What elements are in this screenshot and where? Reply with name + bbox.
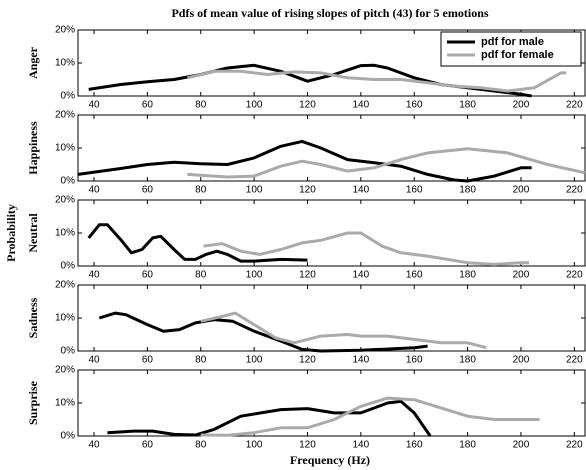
y-tick-label: 20% [55, 280, 75, 291]
x-tick-label: 100 [246, 270, 263, 281]
y-tick-label: 20% [55, 195, 75, 206]
x-tick-label: 180 [459, 440, 476, 451]
x-tick-label: 80 [195, 185, 207, 196]
x-tick-label: 160 [406, 100, 423, 111]
data-line [88, 63, 532, 98]
y-tick-label: 0% [61, 431, 76, 442]
panel-label: Neutral [26, 213, 40, 253]
x-tick-label: 60 [142, 355, 154, 366]
data-line [87, 223, 308, 263]
panel-label: Surprise [26, 380, 40, 425]
plot-frame [77, 284, 586, 352]
x-tick-label: 120 [299, 440, 316, 451]
legend-label: pdf for male [481, 36, 544, 48]
data-line [98, 311, 428, 353]
x-tick-label: 160 [406, 185, 423, 196]
x-tick-label: 220 [566, 355, 583, 366]
x-tick-label: 100 [246, 100, 263, 111]
x-tick-label: 200 [513, 440, 530, 451]
y-tick-label: 20% [55, 25, 75, 36]
x-tick-label: 80 [195, 355, 207, 366]
y-axis-label: Probability [4, 204, 18, 262]
x-tick-label: 40 [88, 355, 100, 366]
plot-frame [77, 369, 586, 437]
y-tick-label: 20% [55, 365, 75, 376]
x-tick-label: 60 [142, 185, 154, 196]
panel-label: Happiness [26, 121, 40, 175]
data-line [187, 147, 586, 179]
x-tick-label: 140 [353, 100, 370, 111]
x-tick-label: 80 [195, 100, 207, 111]
x-tick-label: 120 [299, 355, 316, 366]
x-tick-label: 100 [246, 185, 263, 196]
x-tick-label: 220 [566, 270, 583, 281]
x-axis-label: Frequency (Hz) [290, 453, 370, 467]
y-tick-label: 0% [61, 346, 76, 357]
x-tick-label: 200 [513, 355, 530, 366]
y-tick-label: 10% [55, 143, 75, 154]
y-tick-label: 20% [55, 110, 75, 121]
x-tick-label: 180 [459, 100, 476, 111]
x-tick-label: 120 [299, 100, 316, 111]
x-tick-label: 40 [88, 185, 100, 196]
y-tick-label: 0% [61, 91, 76, 102]
x-tick-label: 140 [353, 355, 370, 366]
x-tick-label: 60 [142, 270, 154, 281]
x-tick-label: 220 [566, 100, 583, 111]
panel-label: Sadness [26, 297, 40, 338]
panel-label: Anger [26, 46, 40, 79]
legend-box [440, 31, 582, 67]
x-tick-label: 160 [406, 440, 423, 451]
figure-title: Pdfs of mean value of rising slopes of p… [171, 6, 488, 20]
x-tick-label: 160 [406, 355, 423, 366]
x-tick-label: 160 [406, 270, 423, 281]
x-tick-label: 180 [459, 270, 476, 281]
x-tick-label: 140 [353, 185, 370, 196]
x-tick-label: 80 [195, 440, 207, 451]
x-tick-label: 100 [246, 440, 263, 451]
x-tick-label: 200 [513, 100, 530, 111]
x-tick-label: 220 [566, 440, 583, 451]
x-tick-label: 80 [195, 270, 207, 281]
x-tick-label: 40 [88, 100, 100, 111]
plot-frame [77, 199, 586, 267]
x-tick-label: 220 [566, 185, 583, 196]
x-tick-label: 60 [142, 100, 154, 111]
data-line [200, 311, 487, 350]
y-tick-label: 10% [55, 313, 75, 324]
x-tick-label: 200 [513, 185, 530, 196]
y-tick-label: 10% [55, 58, 75, 69]
x-tick-label: 120 [299, 270, 316, 281]
x-tick-label: 60 [142, 440, 154, 451]
x-tick-label: 200 [513, 270, 530, 281]
y-tick-label: 0% [61, 176, 76, 187]
y-tick-label: 10% [55, 398, 75, 409]
data-line [77, 139, 532, 183]
x-tick-label: 100 [246, 355, 263, 366]
x-tick-label: 120 [299, 185, 316, 196]
data-line [200, 396, 540, 437]
legend-label: pdf for female [481, 49, 554, 61]
x-tick-label: 40 [88, 440, 100, 451]
data-line [107, 399, 432, 437]
x-tick-label: 140 [353, 440, 370, 451]
x-tick-label: 180 [459, 355, 476, 366]
x-tick-label: 40 [88, 270, 100, 281]
y-tick-label: 0% [61, 261, 76, 272]
x-tick-label: 180 [459, 185, 476, 196]
y-tick-label: 10% [55, 228, 75, 239]
data-line [203, 231, 529, 266]
x-tick-label: 140 [353, 270, 370, 281]
data-line [187, 69, 567, 93]
